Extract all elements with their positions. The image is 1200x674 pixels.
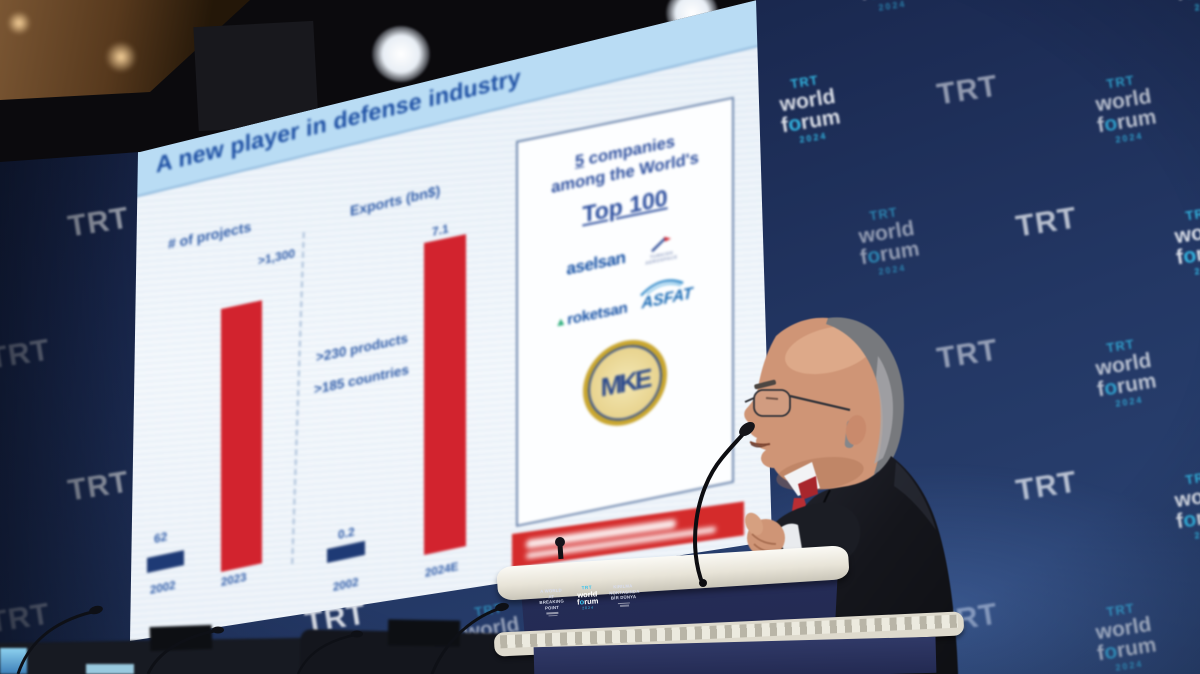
speaker-suit-highlight xyxy=(894,462,936,530)
turkish-aerospace-icon xyxy=(651,236,672,253)
stage-light-icon xyxy=(372,26,430,82)
speaker-glasses xyxy=(744,389,851,417)
asfat-logo: ASFAT xyxy=(640,279,693,313)
laptop-glow2 xyxy=(86,664,134,674)
podium-trt-world-forum-logo: TRT world forum 2024 xyxy=(572,585,603,611)
podium-theme-en: A WORLD AT BREAKING POINT xyxy=(537,587,567,617)
speaker-hair-light xyxy=(874,356,893,464)
speaker-cuff xyxy=(778,523,802,552)
asfat-swoosh-icon xyxy=(640,279,685,297)
ceiling-warm-light xyxy=(104,42,138,72)
speaker-eye xyxy=(765,397,779,400)
speaker-thumb xyxy=(744,512,764,536)
speaker-ear xyxy=(845,415,867,445)
podium-theme-tr-l3: BİR DÜNYA xyxy=(610,594,637,601)
speaker-tie-knot xyxy=(798,476,818,500)
ceiling-warm-light2 xyxy=(6,12,32,34)
speaker-lip-line xyxy=(749,441,771,446)
companies-panel: 5 companies among the World's Top 100 as… xyxy=(516,96,734,527)
speaker-mouth xyxy=(750,441,768,448)
podium-branding: A WORLD AT BREAKING POINT TRT world foru… xyxy=(537,583,640,629)
turkish-aerospace-logo: TURKISH AEROSPACE xyxy=(639,232,683,268)
speaker-eyebrow xyxy=(754,379,776,390)
podium-theme-tr: KIRILMA NOKTASINDA BİR DÜNYA xyxy=(609,583,640,607)
